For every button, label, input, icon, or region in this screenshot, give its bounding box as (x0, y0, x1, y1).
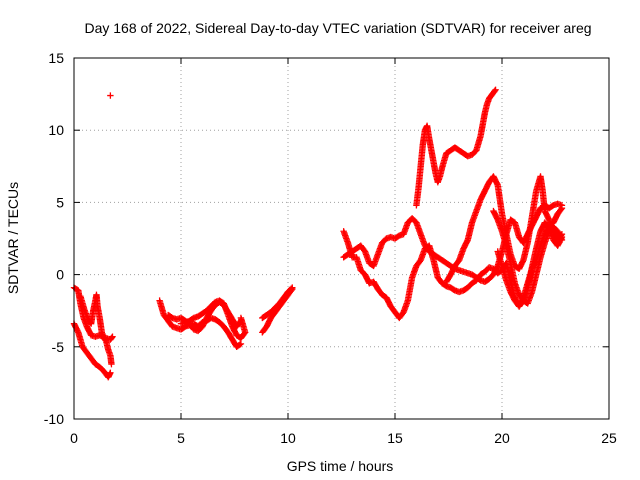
series-track-k (413, 86, 499, 209)
x-tick-label: 10 (280, 430, 296, 446)
series-track-a (70, 320, 114, 381)
y-tick-label: 0 (56, 267, 64, 283)
y-tick-label: 5 (56, 194, 64, 210)
data-point (237, 314, 245, 322)
data-point (236, 341, 244, 348)
x-tick-label: 0 (70, 430, 78, 446)
series-track-f (177, 297, 249, 342)
data-point (237, 340, 245, 348)
series-track-c (77, 291, 115, 368)
x-tick-label: 15 (387, 430, 403, 446)
series-track-n (490, 207, 566, 307)
y-tick-label: -10 (44, 411, 64, 427)
x-tick-label: 20 (494, 430, 510, 446)
x-tick-label: 5 (177, 430, 185, 446)
data-point (558, 236, 566, 244)
data-point (557, 206, 565, 213)
series-track-h (259, 284, 296, 322)
y-axis-label: SDTVAR / TECUs (5, 182, 21, 294)
axis-ticks: 0 5 10 15 20 25 -10 -5 0 5 10 15 (44, 50, 617, 446)
series-outlier (107, 92, 114, 99)
data-point (108, 334, 116, 341)
data-point (109, 333, 116, 340)
data-point (288, 285, 295, 292)
plot-frame (73, 57, 610, 420)
y-tick-label: -5 (52, 339, 65, 355)
chart-title: Day 168 of 2022, Sidereal Day-to-day VTE… (84, 20, 591, 36)
data-point (107, 369, 114, 376)
data-series (70, 86, 566, 381)
x-axis-label: GPS time / hours (287, 458, 394, 474)
data-point (107, 92, 114, 99)
data-point (108, 360, 115, 368)
data-point (492, 86, 499, 93)
y-tick-label: 15 (48, 50, 64, 66)
data-point (558, 204, 566, 212)
data-point (491, 87, 499, 94)
y-tick-label: 10 (48, 122, 64, 138)
x-tick-label: 25 (601, 430, 617, 446)
data-point (289, 284, 296, 291)
